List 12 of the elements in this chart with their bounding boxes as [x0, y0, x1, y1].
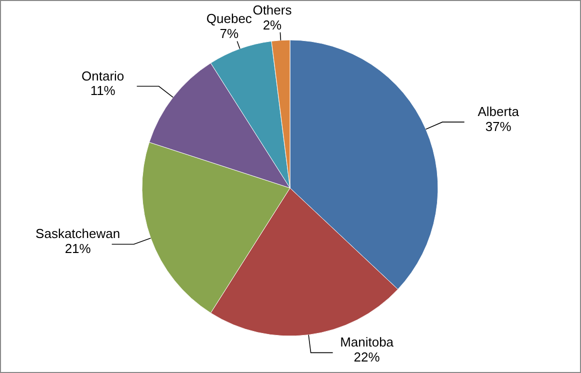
data-label: 37% — [485, 119, 512, 134]
data-label: 21% — [64, 241, 92, 256]
slice-label: Manitoba — [340, 334, 394, 350]
slice-label: Quebec — [206, 11, 252, 26]
data-label: 11% — [90, 83, 116, 98]
slice-label: Ontario — [82, 68, 124, 84]
slice-label: Saskatchewan — [36, 226, 120, 242]
slice-label: Others — [252, 2, 292, 18]
data-label: 7% — [220, 26, 239, 42]
data-label: 2% — [262, 17, 282, 32]
data-label: 22% — [354, 350, 380, 365]
slice-label: Alberta — [478, 104, 520, 120]
